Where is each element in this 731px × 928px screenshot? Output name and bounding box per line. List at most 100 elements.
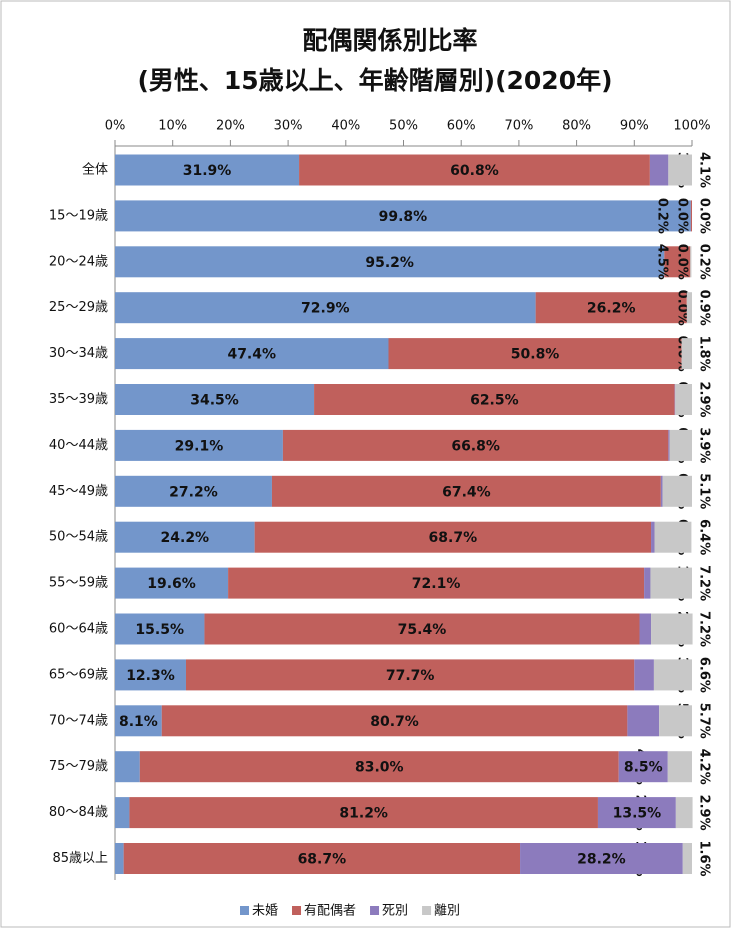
data-label: 47.4% (227, 347, 276, 363)
bar-segment (115, 797, 130, 829)
data-label: 0.9% (697, 290, 712, 326)
x-tick-label: 20% (216, 119, 245, 134)
bar-segment (115, 154, 300, 186)
data-label: 4.2% (697, 749, 712, 785)
bar-segment (282, 429, 669, 461)
data-label: 60.8% (450, 163, 499, 179)
legend-swatch (292, 906, 302, 915)
data-label: 28.2% (577, 852, 626, 868)
bar-segment (535, 292, 687, 324)
bar-segment (115, 246, 665, 278)
y-tick-label: 40〜44歳 (49, 438, 108, 453)
data-label: 4.1% (697, 152, 712, 188)
data-label: 2.9% (697, 795, 712, 831)
bar-segment (115, 292, 536, 324)
x-tick-label: 50% (389, 119, 418, 134)
bar-segment (654, 521, 692, 553)
bar-segment (653, 659, 692, 691)
data-label: 29.1% (175, 438, 224, 454)
data-label: 62.5% (470, 393, 519, 409)
bar-segment (662, 475, 692, 507)
data-label: 75.4% (398, 622, 447, 638)
data-label: 6.4% (697, 519, 712, 555)
data-label: 5.7% (697, 703, 712, 739)
y-tick-label: 70〜74歳 (49, 713, 108, 728)
bar-segment (639, 613, 652, 645)
data-label: 0.0% (675, 198, 690, 234)
bar-segment (650, 567, 692, 599)
data-label: 0.0% (697, 198, 712, 234)
bar-segment (690, 246, 692, 278)
data-label: 24.2% (161, 530, 210, 546)
bar-segment (651, 521, 655, 553)
data-label: 68.7% (429, 530, 478, 546)
bar-segment (668, 154, 692, 186)
data-label: 72.1% (412, 576, 461, 592)
y-tick-label: 15〜19歳 (49, 208, 108, 223)
x-tick-label: 70% (504, 119, 533, 134)
data-label: 72.9% (301, 301, 350, 317)
y-tick-label: 30〜34歳 (49, 346, 108, 361)
data-label: 7.2% (697, 611, 712, 647)
bar-segment (115, 613, 205, 645)
x-tick-label: 40% (331, 119, 360, 134)
data-label: 67.4% (442, 484, 491, 500)
legend-label: 死別 (382, 904, 408, 919)
y-tick-label: 80〜84歳 (49, 805, 108, 820)
x-tick-label: 90% (620, 119, 649, 134)
legend-label: 離別 (434, 904, 460, 919)
bar-segment (123, 843, 521, 874)
data-label: 80.7% (370, 714, 419, 730)
data-label: 0.0% (675, 244, 690, 280)
data-label: 3.9% (697, 427, 712, 463)
data-label: 77.7% (386, 668, 435, 684)
bar-segment (139, 751, 619, 783)
y-tick-label: 85歳以上 (52, 851, 108, 866)
y-tick-label: 25〜29歳 (49, 300, 108, 315)
data-label: 4.5% (655, 244, 670, 280)
chart-subtitle: (男性、15歳以上、年齢階層別)(2020年) (137, 66, 612, 95)
legend-swatch (422, 906, 432, 915)
data-label: 6.6% (697, 657, 712, 693)
bar-segment (627, 705, 660, 737)
bar-segment (115, 200, 691, 232)
bar-segment (185, 659, 635, 691)
bar-segment (686, 292, 692, 324)
bar-segment (649, 154, 669, 186)
bar-segment (669, 429, 692, 461)
bar-segment (520, 843, 683, 874)
bar-segment (618, 751, 668, 783)
data-label: 8.1% (119, 714, 158, 730)
bar-segment (204, 613, 640, 645)
bar-segment (675, 797, 693, 829)
y-tick-label: 55〜59歳 (49, 576, 108, 591)
data-label: 5.1% (697, 473, 712, 509)
bar-segment (115, 429, 283, 461)
bar-segment (115, 843, 124, 874)
bar-segment (254, 521, 652, 553)
y-tick-label: 20〜24歳 (49, 254, 108, 269)
bar-segment (681, 338, 692, 370)
data-label: 83.0% (355, 760, 404, 776)
bar-segment (682, 843, 692, 874)
bar-segment (659, 705, 692, 737)
bar-segment (129, 797, 598, 829)
y-tick-label: 60〜64歳 (49, 622, 108, 637)
data-label: 50.8% (511, 347, 560, 363)
x-tick-label: 30% (274, 119, 303, 134)
bar-segment (634, 659, 654, 691)
bar-segment (161, 705, 628, 737)
legend-swatch (370, 906, 380, 915)
y-tick-label: 50〜54歳 (49, 530, 108, 545)
x-tick-label: 100% (673, 119, 710, 134)
x-tick-label: 80% (562, 119, 591, 134)
data-label: 66.8% (451, 438, 500, 454)
bar-segment (299, 154, 650, 186)
bar-segment (115, 475, 272, 507)
data-label: 0.2% (697, 244, 712, 280)
bar-segment (644, 567, 651, 599)
y-tick-label: 45〜49歳 (49, 484, 108, 499)
bar-segment (115, 659, 186, 691)
x-tick-label: 10% (158, 119, 187, 134)
